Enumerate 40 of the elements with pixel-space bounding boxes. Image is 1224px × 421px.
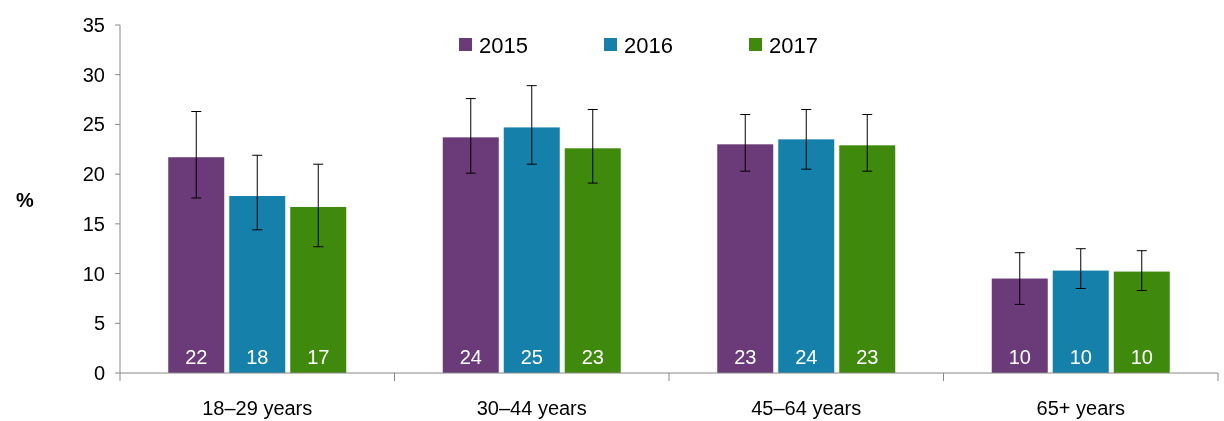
- data-label: 17: [307, 346, 330, 368]
- data-label: 22: [185, 346, 208, 368]
- data-label: 10: [1069, 346, 1092, 368]
- data-label: 10: [1008, 346, 1031, 368]
- x-tick-label: 30–44 years: [476, 397, 587, 419]
- data-label: 25: [520, 346, 543, 368]
- data-label: 10: [1130, 346, 1153, 368]
- bar: [168, 157, 225, 373]
- data-label: 23: [581, 346, 604, 368]
- data-label: 24: [459, 346, 482, 368]
- data-label: 23: [734, 346, 757, 368]
- bar: [1052, 270, 1109, 373]
- bar: [564, 148, 621, 373]
- bar: [839, 145, 896, 373]
- legend-label: 2017: [769, 32, 818, 58]
- bar: [503, 127, 560, 373]
- x-tick-label: 45–64 years: [751, 397, 862, 419]
- bar: [778, 139, 835, 373]
- bar: [229, 196, 286, 373]
- bar: [717, 144, 774, 373]
- y-tick-label: 30: [82, 63, 105, 86]
- y-tick-label: 25: [82, 113, 105, 136]
- bar: [991, 278, 1048, 373]
- y-axis-title: %: [16, 189, 35, 211]
- y-tick-label: 10: [82, 262, 105, 285]
- x-tick-label: 65+ years: [1036, 397, 1125, 419]
- legend-label: 2016: [624, 32, 673, 58]
- data-label: 18: [246, 346, 269, 368]
- y-tick-label: 0: [93, 362, 105, 384]
- y-tick-label: 35: [82, 14, 105, 36]
- data-label: 23: [856, 346, 879, 368]
- data-label: 24: [795, 346, 818, 368]
- legend-label: 2015: [479, 32, 528, 58]
- y-tick-label: 20: [82, 163, 105, 186]
- x-tick-label: 18–29 years: [202, 397, 313, 419]
- y-tick-label: 15: [82, 212, 105, 235]
- bar: [1113, 271, 1170, 373]
- y-tick-label: 5: [93, 312, 105, 335]
- bar: [290, 206, 347, 373]
- bar: [442, 137, 499, 373]
